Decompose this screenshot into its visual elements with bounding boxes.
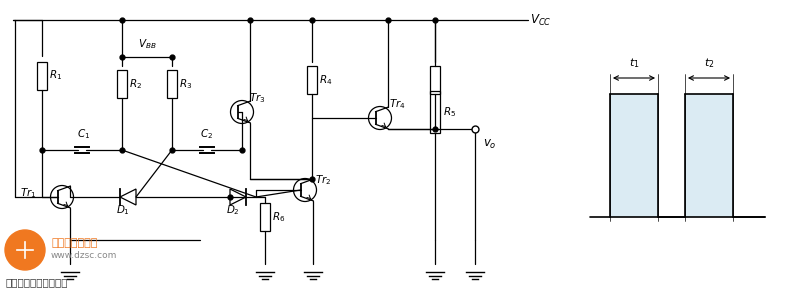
Circle shape (5, 230, 45, 270)
Text: $R_2$: $R_2$ (129, 77, 142, 91)
Text: 全球最大ＩＣ采购网站: 全球最大ＩＣ采购网站 (6, 277, 69, 287)
Bar (37, 62, 47, 90)
Bar (117, 70, 127, 98)
Text: $Tr_2$: $Tr_2$ (315, 173, 331, 187)
Text: $D_1$: $D_1$ (116, 203, 130, 217)
Text: $Tr_1$: $Tr_1$ (20, 186, 37, 200)
Text: $C_1$: $C_1$ (77, 127, 90, 141)
Text: $C_2$: $C_2$ (200, 127, 213, 141)
Bar (260, 203, 270, 231)
Text: $v_o$: $v_o$ (483, 138, 497, 151)
Text: $Tr_3$: $Tr_3$ (249, 91, 266, 105)
Text: www.dzsc.com: www.dzsc.com (51, 252, 118, 261)
Text: $t_2$: $t_2$ (704, 56, 714, 70)
Text: $D_2$: $D_2$ (226, 203, 240, 217)
Text: $R_4$: $R_4$ (319, 73, 332, 87)
Text: $t_1$: $t_1$ (629, 56, 639, 70)
Bar (167, 70, 177, 98)
Text: $R_6$: $R_6$ (272, 210, 286, 224)
Text: $R_1$: $R_1$ (49, 68, 62, 82)
Bar (430, 66, 440, 94)
Text: $R_5$: $R_5$ (443, 105, 456, 119)
Bar (610, 94, 658, 217)
Text: 维库电子市场网: 维库电子市场网 (51, 238, 98, 248)
Text: $Tr_4$: $Tr_4$ (389, 97, 406, 111)
Bar (307, 66, 317, 94)
Text: $V_{CC}$: $V_{CC}$ (530, 12, 551, 27)
Text: $R_3$: $R_3$ (179, 77, 192, 91)
Text: $V_{BB}$: $V_{BB}$ (138, 37, 156, 51)
Bar (685, 94, 733, 217)
Bar (430, 91, 440, 133)
